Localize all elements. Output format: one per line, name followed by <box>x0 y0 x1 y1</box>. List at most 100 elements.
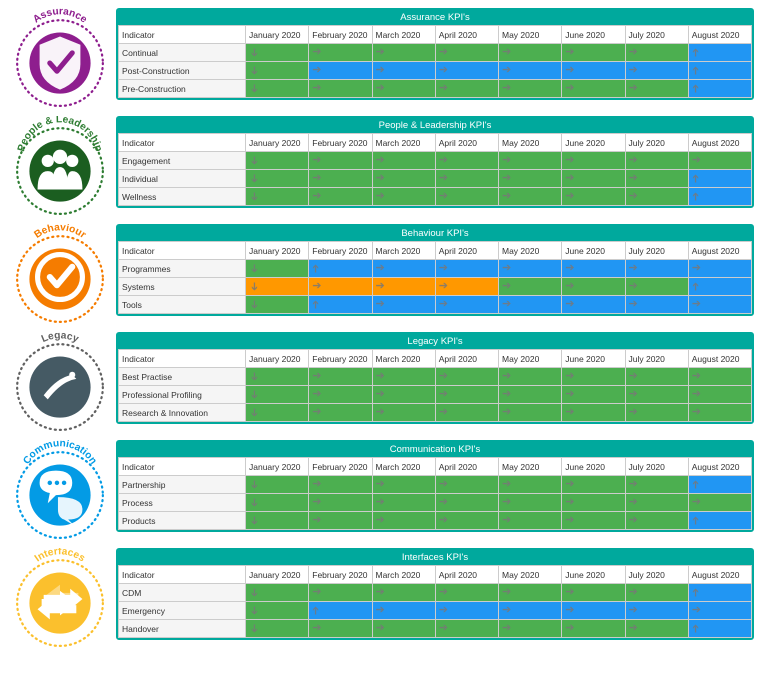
kpi-cell: ➔ <box>625 80 688 98</box>
kpi-block-behaviour: Behaviour KPI'sIndicatorJanuary 2020Febr… <box>116 224 754 316</box>
kpi-cell: ➔ <box>625 152 688 170</box>
kpi-cell: ➔ <box>625 602 688 620</box>
table-row: Wellness➔➔➔➔➔➔➔➔ <box>119 188 752 206</box>
trend-arrow-up-icon: ➔ <box>311 300 322 309</box>
col-header-month: July 2020 <box>625 350 688 368</box>
trend-arrow-up-icon: ➔ <box>691 66 702 75</box>
col-header-month: June 2020 <box>562 134 625 152</box>
kpi-cell: ➔ <box>372 404 435 422</box>
kpi-cell: ➔ <box>246 260 309 278</box>
badge-legacy: Legacy <box>8 332 116 436</box>
col-header-month: January 2020 <box>246 242 309 260</box>
trend-arrow-right-icon: ➔ <box>439 47 448 58</box>
kpi-cell: ➔ <box>499 260 562 278</box>
kpi-cell: ➔ <box>372 260 435 278</box>
table-row: Programmes➔➔➔➔➔➔➔➔ <box>119 260 752 278</box>
trend-arrow-right-icon: ➔ <box>629 263 638 274</box>
kpi-cell: ➔ <box>625 494 688 512</box>
kpi-cell: ➔ <box>499 80 562 98</box>
trend-arrow-right-icon: ➔ <box>629 587 638 598</box>
col-header-month: February 2020 <box>309 26 372 44</box>
col-header-month: June 2020 <box>562 350 625 368</box>
indicator-label: Partnership <box>119 476 246 494</box>
kpi-cell: ➔ <box>562 494 625 512</box>
kpi-cell: ➔ <box>625 296 688 314</box>
trend-arrow-right-icon: ➔ <box>312 83 321 94</box>
kpi-cell: ➔ <box>246 278 309 296</box>
trend-arrow-right-icon: ➔ <box>692 605 701 616</box>
table-row: Handover➔➔➔➔➔➔➔➔ <box>119 620 752 638</box>
svg-text:Legacy: Legacy <box>40 332 80 345</box>
trend-arrow-right-icon: ➔ <box>692 155 701 166</box>
kpi-cell: ➔ <box>246 188 309 206</box>
trend-arrow-right-icon: ➔ <box>502 173 511 184</box>
kpi-cell: ➔ <box>372 476 435 494</box>
trend-arrow-down-icon: ➔ <box>248 588 259 597</box>
col-header-month: February 2020 <box>309 242 372 260</box>
indicator-label: Products <box>119 512 246 530</box>
trend-arrow-right-icon: ➔ <box>376 263 385 274</box>
trend-arrow-right-icon: ➔ <box>439 587 448 598</box>
kpi-cell: ➔ <box>246 494 309 512</box>
trend-arrow-right-icon: ➔ <box>629 371 638 382</box>
indicator-label: Emergency <box>119 602 246 620</box>
kpi-cell: ➔ <box>309 188 372 206</box>
kpi-cell: ➔ <box>499 602 562 620</box>
trend-arrow-right-icon: ➔ <box>502 83 511 94</box>
kpi-cell: ➔ <box>562 620 625 638</box>
kpi-cell: ➔ <box>309 44 372 62</box>
kpi-cell: ➔ <box>246 620 309 638</box>
badge-assurance: Assurance <box>8 8 116 112</box>
trend-arrow-right-icon: ➔ <box>312 407 321 418</box>
col-header-month: January 2020 <box>246 26 309 44</box>
kpi-cell: ➔ <box>688 62 751 80</box>
trend-arrow-right-icon: ➔ <box>502 299 511 310</box>
trend-arrow-right-icon: ➔ <box>502 47 511 58</box>
trend-arrow-right-icon: ➔ <box>439 371 448 382</box>
kpi-cell: ➔ <box>309 476 372 494</box>
kpi-cell: ➔ <box>435 152 498 170</box>
trend-arrow-down-icon: ➔ <box>248 516 259 525</box>
kpi-title: Legacy KPI's <box>118 334 752 349</box>
kpi-cell: ➔ <box>562 404 625 422</box>
trend-arrow-right-icon: ➔ <box>312 623 321 634</box>
trend-arrow-right-icon: ➔ <box>312 371 321 382</box>
kpi-cell: ➔ <box>499 368 562 386</box>
col-header-month: July 2020 <box>625 26 688 44</box>
indicator-label: Systems <box>119 278 246 296</box>
trend-arrow-right-icon: ➔ <box>376 407 385 418</box>
trend-arrow-down-icon: ➔ <box>248 372 259 381</box>
kpi-cell: ➔ <box>688 476 751 494</box>
col-header-month: January 2020 <box>246 350 309 368</box>
section-behaviour: BehaviourBehaviour KPI'sIndicatorJanuary… <box>8 224 754 328</box>
col-header-indicator: Indicator <box>119 242 246 260</box>
trend-arrow-right-icon: ➔ <box>312 155 321 166</box>
trend-arrow-right-icon: ➔ <box>312 515 321 526</box>
kpi-cell: ➔ <box>372 602 435 620</box>
kpi-block-communication: Communication KPI'sIndicatorJanuary 2020… <box>116 440 754 532</box>
kpi-cell: ➔ <box>309 602 372 620</box>
kpi-cell: ➔ <box>499 62 562 80</box>
indicator-label: Handover <box>119 620 246 638</box>
trend-arrow-right-icon: ➔ <box>629 407 638 418</box>
kpi-cell: ➔ <box>625 386 688 404</box>
col-header-month: August 2020 <box>688 350 751 368</box>
trend-arrow-down-icon: ➔ <box>248 606 259 615</box>
kpi-cell: ➔ <box>625 404 688 422</box>
trend-arrow-right-icon: ➔ <box>565 83 574 94</box>
kpi-cell: ➔ <box>499 512 562 530</box>
kpi-cell: ➔ <box>688 278 751 296</box>
kpi-cell: ➔ <box>562 512 625 530</box>
trend-arrow-right-icon: ➔ <box>312 587 321 598</box>
trend-arrow-right-icon: ➔ <box>565 479 574 490</box>
trend-arrow-right-icon: ➔ <box>376 587 385 598</box>
section-interfaces: InterfacesInterfaces KPI'sIndicatorJanua… <box>8 548 754 652</box>
trend-arrow-down-icon: ➔ <box>248 480 259 489</box>
table-row: Professional Profiling➔➔➔➔➔➔➔➔ <box>119 386 752 404</box>
table-row: Emergency➔➔➔➔➔➔➔➔ <box>119 602 752 620</box>
col-header-indicator: Indicator <box>119 566 246 584</box>
col-header-month: April 2020 <box>435 458 498 476</box>
kpi-cell: ➔ <box>499 278 562 296</box>
kpi-cell: ➔ <box>562 260 625 278</box>
kpi-cell: ➔ <box>309 620 372 638</box>
